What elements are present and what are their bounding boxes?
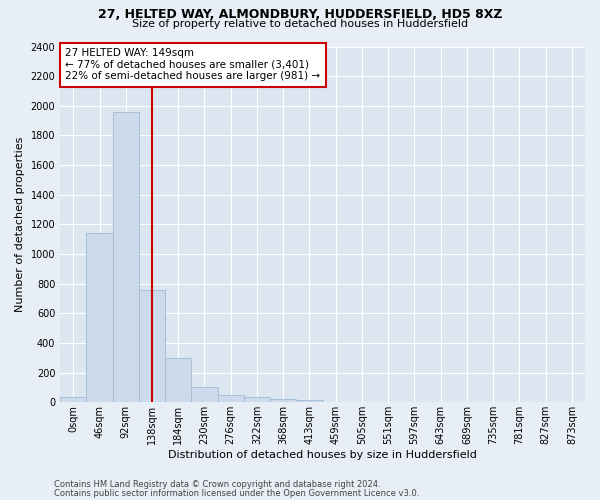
Text: 27 HELTED WAY: 149sqm
← 77% of detached houses are smaller (3,401)
22% of semi-d: 27 HELTED WAY: 149sqm ← 77% of detached … [65, 48, 320, 82]
Bar [218, 396, 244, 402]
Bar [86, 234, 113, 402]
Y-axis label: Number of detached properties: Number of detached properties [15, 136, 25, 312]
Text: Contains HM Land Registry data © Crown copyright and database right 2024.: Contains HM Land Registry data © Crown c… [54, 480, 380, 489]
Bar [296, 400, 323, 402]
Bar [113, 112, 139, 403]
Bar [270, 399, 296, 402]
Bar [244, 397, 270, 402]
Bar [165, 358, 191, 403]
Bar [60, 397, 86, 402]
Text: 27, HELTED WAY, ALMONDBURY, HUDDERSFIELD, HD5 8XZ: 27, HELTED WAY, ALMONDBURY, HUDDERSFIELD… [98, 8, 502, 20]
X-axis label: Distribution of detached houses by size in Huddersfield: Distribution of detached houses by size … [168, 450, 477, 460]
Text: Contains public sector information licensed under the Open Government Licence v3: Contains public sector information licen… [54, 489, 419, 498]
Bar [139, 290, 165, 403]
Text: Size of property relative to detached houses in Huddersfield: Size of property relative to detached ho… [132, 19, 468, 29]
Bar [191, 386, 218, 402]
